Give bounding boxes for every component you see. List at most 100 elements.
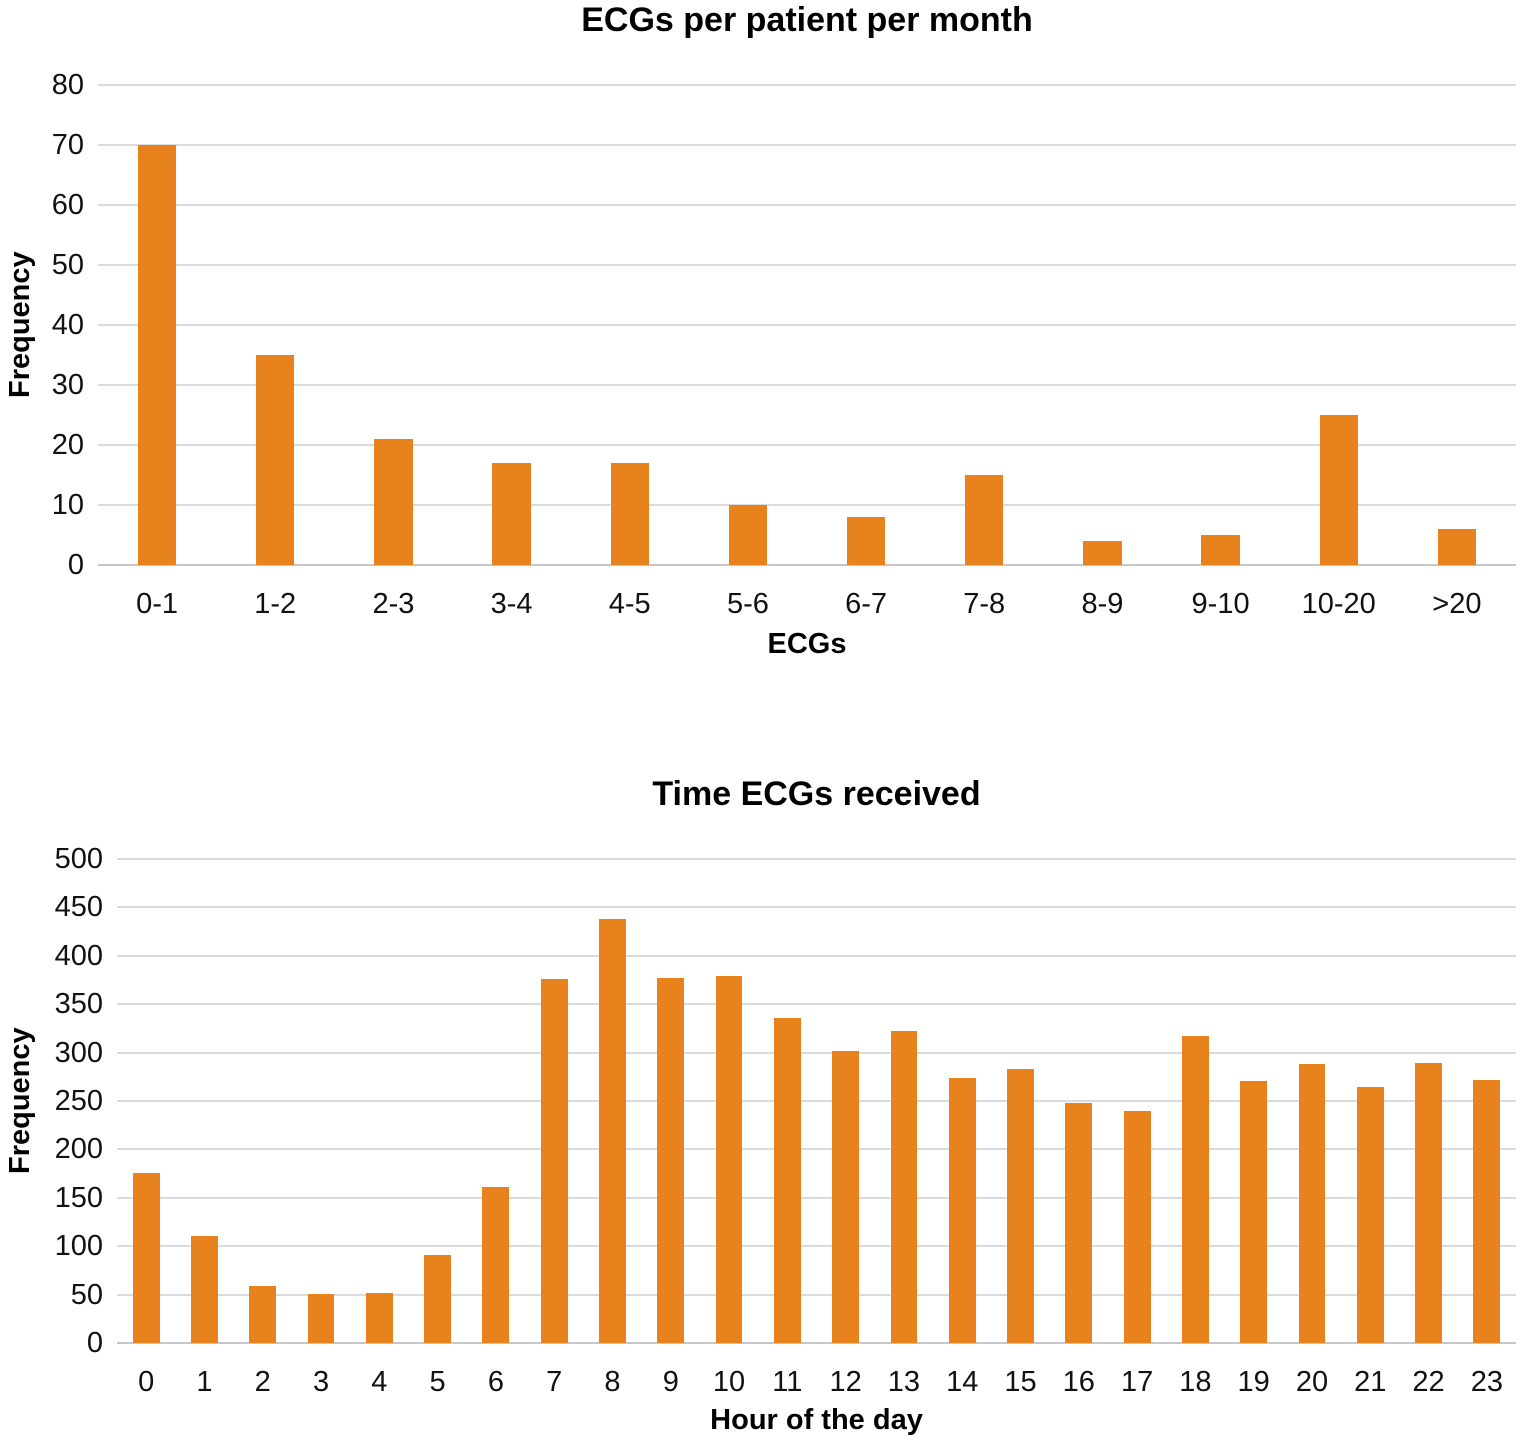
gridline: [117, 1100, 1516, 1102]
gridline: [98, 84, 1516, 86]
x-tick-label: 1: [196, 1366, 213, 1398]
gridline: [117, 954, 1516, 957]
bar-3: [307, 1293, 335, 1343]
x-tick-label: 13: [887, 1366, 921, 1398]
y-tick-label: 500: [54, 843, 103, 875]
bar-20: [1298, 1064, 1326, 1343]
bar-18: [1181, 1036, 1209, 1343]
gridline: [98, 504, 1516, 506]
bar-17: [1123, 1110, 1151, 1343]
gridline: [117, 858, 1516, 860]
bar-15: [1007, 1069, 1034, 1343]
x-tick-label: 7: [546, 1366, 563, 1398]
bar-10: [715, 976, 743, 1343]
x-tick-label: 6-7: [845, 588, 888, 620]
x-axis-line: [117, 1342, 1516, 1344]
x-tick-label: 18: [1179, 1366, 1212, 1398]
x-tick-label: 23: [1470, 1366, 1503, 1398]
gridline: [117, 1051, 1516, 1054]
gridline: [98, 144, 1516, 146]
x-tick-label: 4: [371, 1366, 388, 1398]
y-tick-label: 300: [54, 1036, 103, 1069]
chart2-title: Time ECGs received: [652, 775, 981, 813]
x-axis-line: [98, 564, 1516, 566]
x-tick-label: 10: [712, 1366, 746, 1398]
bar-7-8: [965, 475, 1004, 565]
y-tick-label: 20: [51, 429, 84, 461]
x-tick-label: 10-20: [1301, 588, 1376, 620]
y-tick-label: 400: [54, 939, 103, 972]
bar-3-4: [492, 463, 531, 565]
bar-6: [482, 1187, 510, 1343]
x-tick-label: 8: [604, 1366, 621, 1398]
gridline: [98, 324, 1516, 326]
x-tick-label: 20: [1295, 1366, 1329, 1398]
x-tick-label: 12: [829, 1366, 862, 1398]
bar-12: [832, 1050, 860, 1343]
gridline: [98, 264, 1516, 266]
y-tick-label: 350: [54, 988, 103, 1021]
bar-11: [773, 1017, 801, 1343]
bar-14: [948, 1077, 976, 1343]
bar-8: [599, 919, 626, 1343]
bar-6-7: [846, 517, 886, 565]
y-tick-label: 10: [51, 489, 84, 521]
gridline: [117, 1148, 1516, 1151]
x-tick-label: 9-10: [1191, 588, 1250, 620]
y-tick-label: 450: [54, 891, 103, 924]
x-tick-label: 19: [1237, 1366, 1270, 1398]
bar-4-5: [610, 463, 649, 565]
x-tick-label: 4-5: [608, 588, 651, 620]
bar-0: [132, 1172, 160, 1343]
bar-13: [890, 1031, 918, 1343]
bar-2-3: [374, 439, 413, 565]
x-tick-label: 22: [1412, 1366, 1445, 1398]
x-tick-label: 3: [312, 1366, 330, 1398]
gridline: [117, 1245, 1516, 1248]
bar-2: [249, 1285, 277, 1343]
bar-10-20: [1319, 415, 1358, 565]
chart2-x-axis-title: Hour of the day: [710, 1404, 923, 1436]
y-tick-label: 30: [51, 369, 84, 401]
bar-21: [1356, 1087, 1384, 1343]
x-tick-label: 0: [138, 1366, 155, 1398]
gridline: [117, 1293, 1516, 1296]
x-tick-label: 5-6: [726, 588, 769, 620]
x-tick-label: 15: [1004, 1366, 1037, 1398]
y-tick-label: 100: [54, 1230, 103, 1263]
x-tick-label: 16: [1062, 1366, 1095, 1398]
bar->20: [1437, 529, 1477, 565]
x-tick-label: 21: [1354, 1366, 1387, 1398]
x-tick-label: 7-8: [963, 588, 1006, 620]
bar-22: [1415, 1063, 1442, 1343]
x-tick-label: 3-4: [490, 588, 533, 620]
x-tick-label: >20: [1432, 588, 1482, 620]
y-tick-label: 70: [51, 129, 84, 161]
y-tick-label: 250: [54, 1085, 103, 1117]
y-tick-label: 80: [51, 69, 84, 101]
bar-8-9: [1083, 541, 1122, 565]
bar-19: [1240, 1080, 1268, 1343]
bar-7: [540, 979, 568, 1343]
y-tick-label: 50: [70, 1278, 103, 1311]
bar-0-1: [137, 145, 177, 565]
chart1-title: ECGs per patient per month: [581, 1, 1033, 39]
y-tick-label: 60: [51, 189, 84, 221]
x-tick-label: 2: [254, 1366, 271, 1398]
y-tick-label: 0: [67, 549, 84, 581]
x-tick-label: 17: [1120, 1366, 1154, 1398]
x-tick-label: 0-1: [136, 588, 179, 620]
bar-5-6: [728, 505, 768, 565]
gridline: [98, 384, 1516, 386]
gridline: [117, 1196, 1516, 1199]
y-tick-label: 50: [51, 249, 84, 281]
bar-1: [191, 1235, 218, 1343]
x-tick-label: 8-9: [1081, 588, 1124, 620]
bar-16: [1065, 1102, 1093, 1343]
bar-23: [1473, 1079, 1501, 1343]
x-tick-label: 14: [946, 1366, 979, 1398]
bar-1-2: [256, 355, 295, 565]
y-tick-label: 150: [54, 1181, 103, 1214]
x-tick-label: 1-2: [254, 588, 297, 620]
